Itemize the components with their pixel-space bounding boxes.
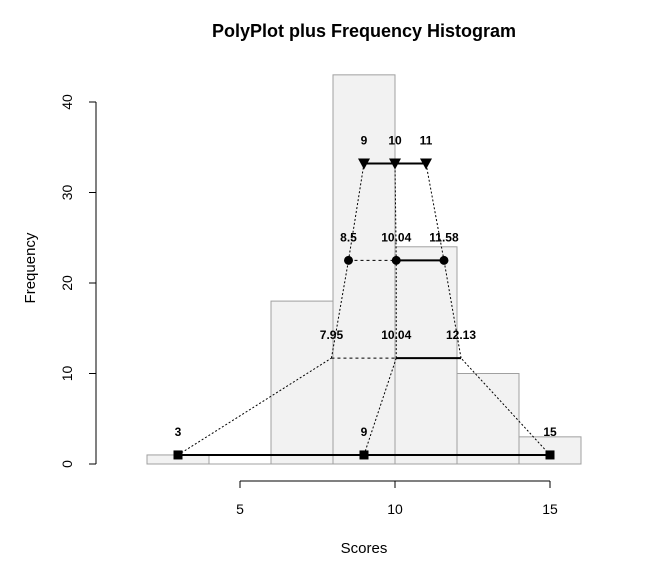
connector-line-2-2 — [425, 163, 445, 261]
histogram-bar-2 — [270, 300, 334, 465]
level-2-marker-2 — [439, 255, 449, 265]
level-0-marker-2 — [545, 450, 555, 460]
connector-line-0-2 — [460, 357, 551, 456]
level-2-point-label-1: 10.04 — [381, 230, 411, 244]
y-tick-label-3: 30 — [59, 185, 75, 201]
level-2-point-label-2: 11.58 — [429, 230, 459, 244]
y-tick-label-4: 40 — [59, 94, 75, 110]
connector-line-1-0 — [330, 260, 349, 359]
level-3-marker-0 — [358, 158, 370, 170]
y-axis-label: Frequency — [22, 232, 39, 303]
level-2-marker-1 — [391, 255, 401, 265]
histogram-bars — [146, 74, 582, 465]
histogram-bar-4 — [394, 246, 458, 465]
level-0-point-label-0: 3 — [175, 425, 182, 439]
connector-line-0-1 — [363, 357, 397, 456]
x-axis-label: Scores — [341, 540, 388, 557]
level-0-marker-0 — [173, 450, 183, 460]
level-1-point-label-1: 10.04 — [381, 328, 411, 342]
level-3-point-label-1: 10 — [388, 134, 402, 148]
y-tick-label-2: 20 — [59, 275, 75, 291]
connector-line-2-0 — [348, 163, 365, 261]
x-tick-label-0: 5 — [236, 501, 244, 517]
histogram-bar-3 — [332, 74, 396, 465]
level-connector-lines — [177, 163, 551, 456]
level-2-marker-0 — [344, 255, 353, 265]
level-3-point-label-2: 11 — [420, 134, 433, 148]
x-axis: 5 10 15 — [236, 480, 558, 517]
x-tick-label-2: 15 — [542, 501, 558, 517]
level-0-point-label-2: 15 — [543, 425, 557, 439]
level-3-marker-1 — [389, 158, 401, 170]
level-0-point-label-1: 9 — [361, 425, 368, 439]
histogram-bar-6 — [518, 436, 582, 465]
chart-title: PolyPlot plus Frequency Histogram — [212, 21, 516, 41]
y-axis: 0 10 20 30 40 — [59, 94, 97, 468]
y-tick-label-0: 0 — [59, 460, 75, 468]
level-0-marker-1 — [359, 450, 369, 460]
histogram-bar-5 — [456, 373, 520, 465]
level-1-point-label-0: 7.95 — [320, 328, 344, 342]
connector-line-2-1 — [394, 163, 397, 261]
x-tick-label-1: 10 — [387, 501, 403, 517]
level-1-point-label-2: 12.13 — [446, 328, 476, 342]
level-3-point-label-0: 9 — [361, 134, 368, 148]
level-3-marker-2 — [420, 158, 432, 170]
y-tick-label-1: 10 — [59, 366, 75, 382]
poly-levels: 3 9 15 7.95 10.04 12.13 8.5 10.04 11.58 9 10 11 — [173, 134, 557, 460]
connector-line-1-2 — [443, 260, 462, 359]
level-2-point-label-0: 8.5 — [340, 230, 357, 244]
